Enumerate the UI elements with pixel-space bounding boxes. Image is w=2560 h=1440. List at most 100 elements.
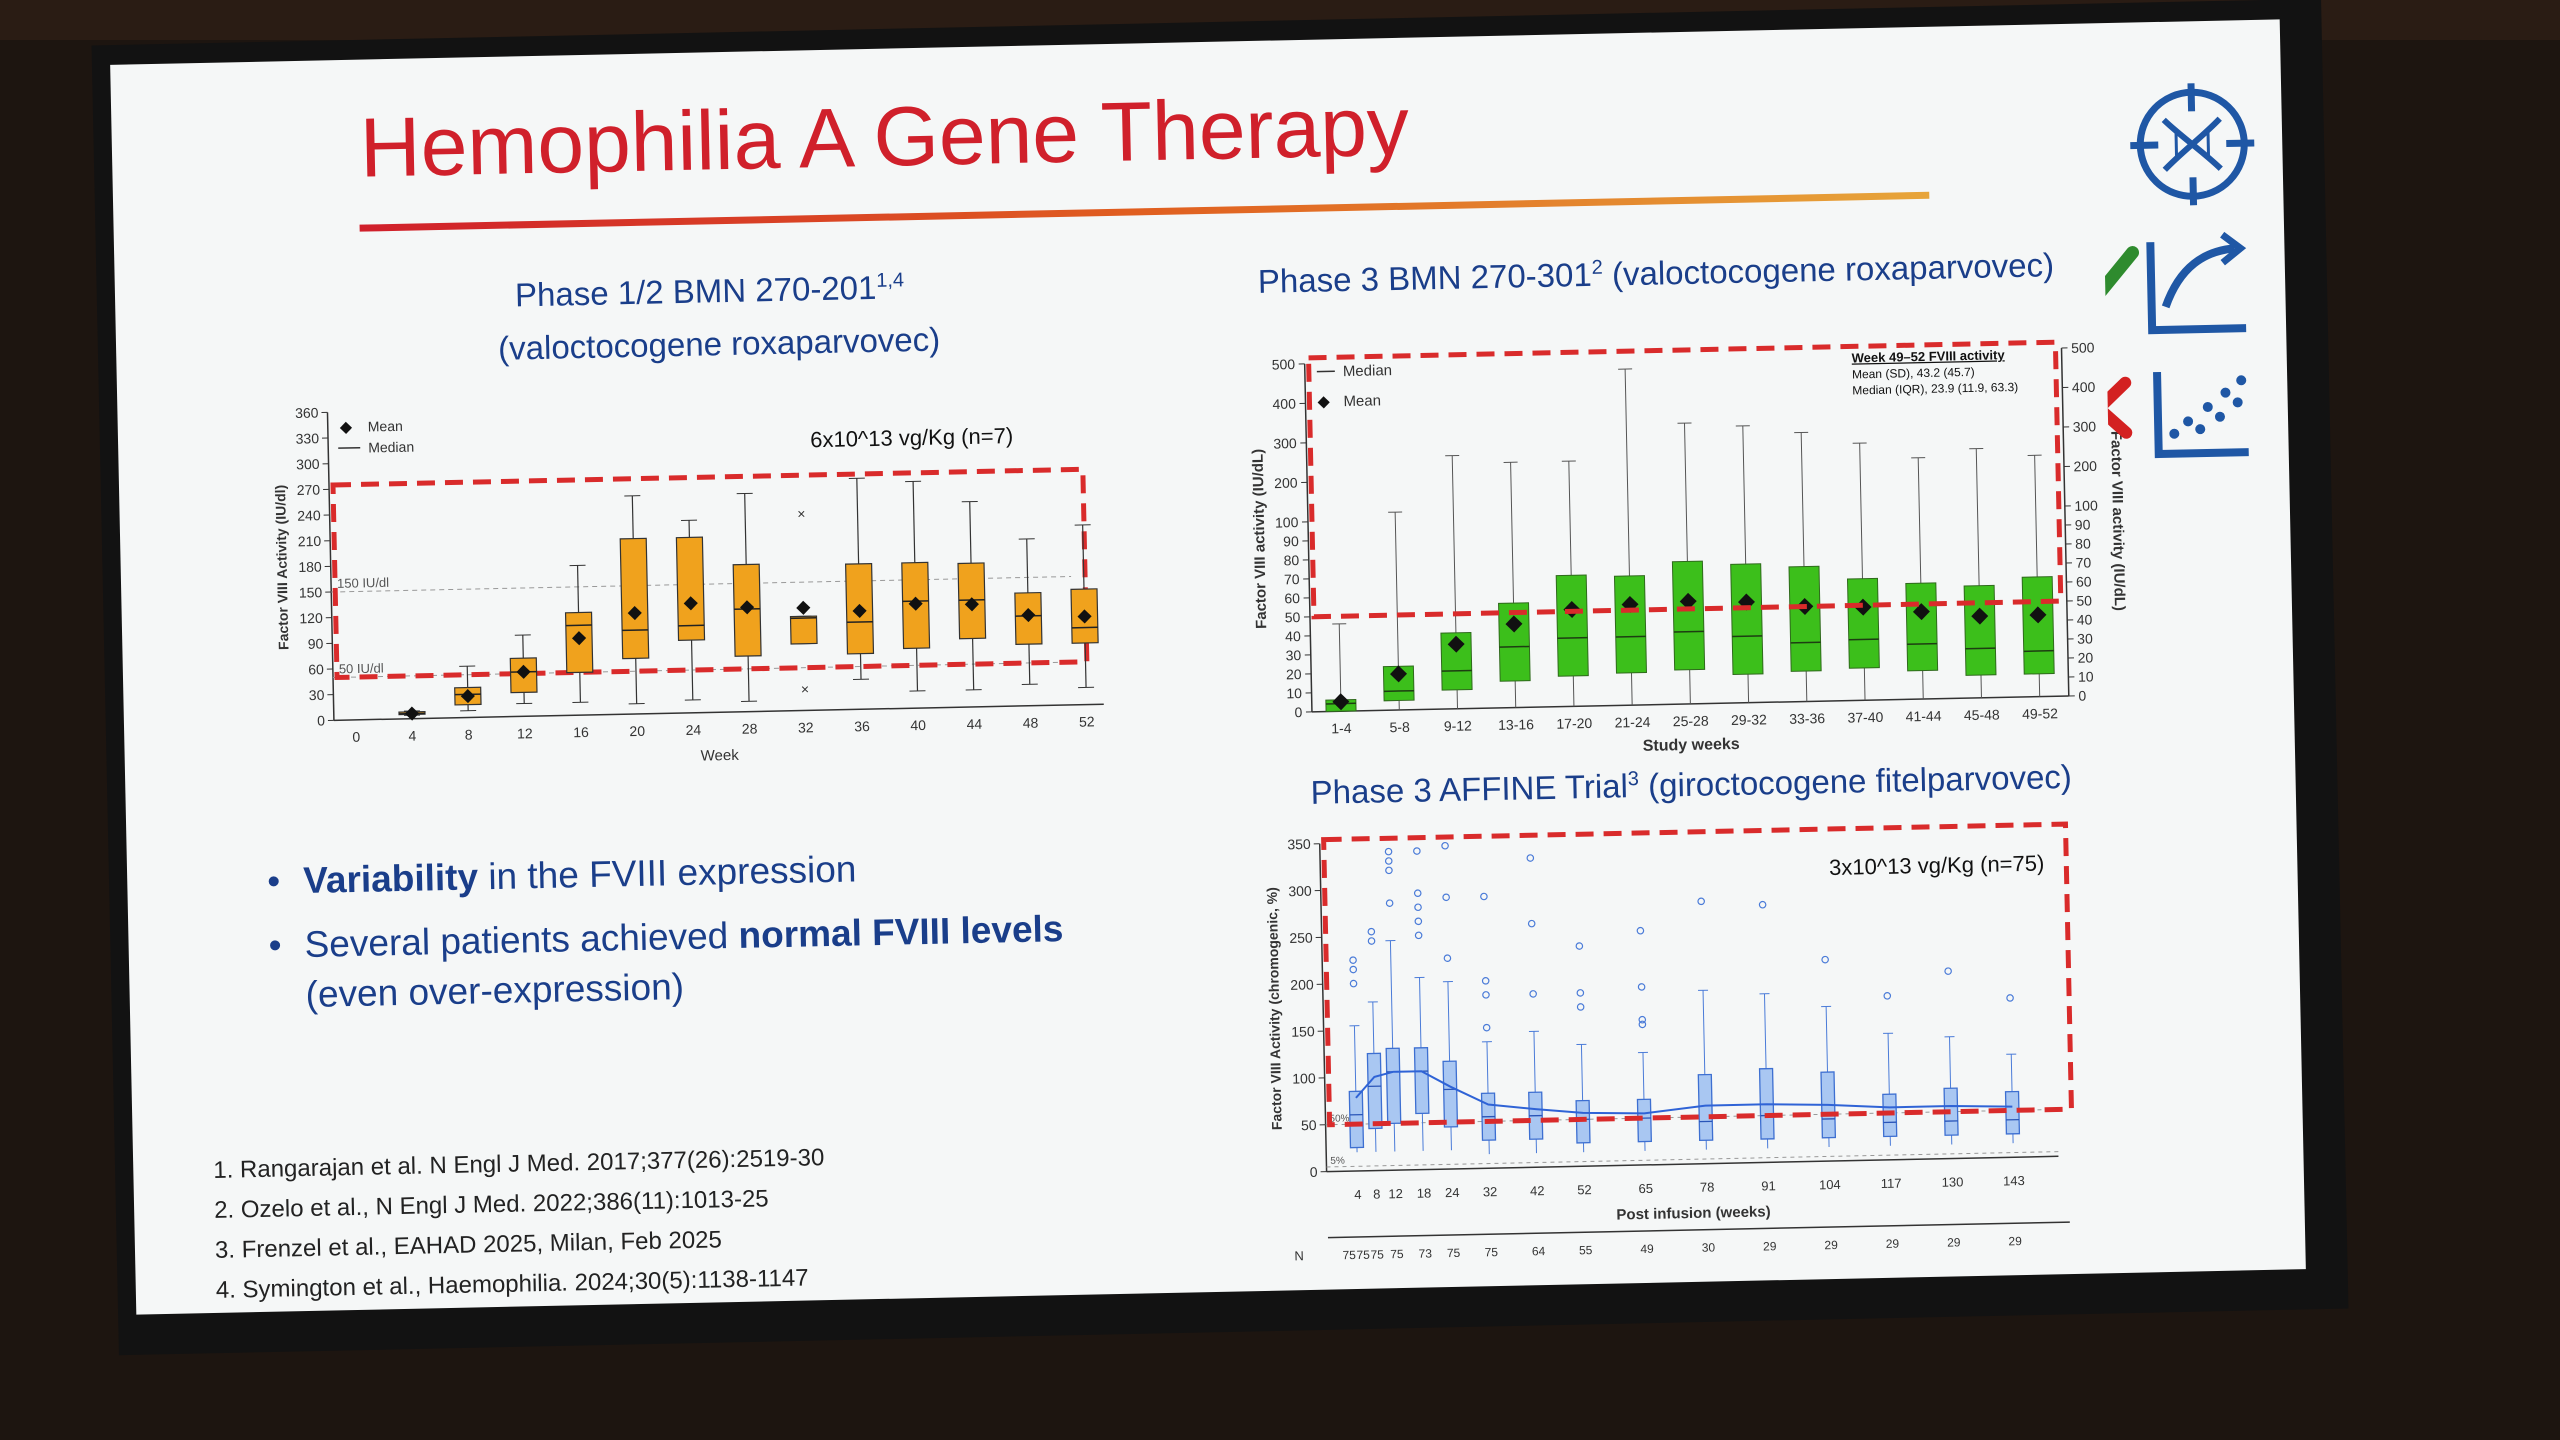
outlier (1944, 967, 1952, 975)
outlier (1638, 1020, 1647, 1029)
y-axis-label: Factor VIII Activity (chromogenic, %) (1264, 887, 1285, 1130)
y-tick-label: 60 (2076, 573, 2092, 589)
x-tick-label: 78 (1700, 1180, 1715, 1195)
outlier: × (801, 681, 810, 697)
box (1440, 631, 1473, 691)
mean-marker (2029, 606, 2047, 624)
box (1555, 574, 1589, 677)
x-tick-label: 9-12 (1444, 717, 1473, 734)
x-tick-label: 44 (966, 716, 982, 732)
stats-median: Median (IQR), 23.9 (11.9, 63.3) (1852, 380, 2018, 397)
median-line (565, 624, 592, 627)
y-tick-label: 80 (2075, 535, 2091, 551)
outlier (1367, 927, 1376, 936)
legend-mean-marker: ◆ (1317, 393, 1330, 410)
x-tick-label: 28 (742, 720, 758, 736)
mean-marker (627, 605, 642, 621)
y-tick-label: 40 (2077, 611, 2093, 627)
mean-marker (1912, 603, 1930, 621)
x-tick-label: 4 (408, 728, 416, 744)
mean-marker (460, 689, 475, 704)
median-line (1673, 630, 1704, 633)
outlier (1414, 931, 1423, 940)
y-tick-label: 20 (1286, 666, 1302, 682)
box (1366, 1052, 1383, 1130)
outlier (1636, 926, 1645, 935)
n-value: 55 (1579, 1243, 1593, 1257)
mean-marker (796, 600, 811, 615)
dose-annotation: 3x10^13 vg/Kg (n=75) (1829, 851, 2045, 881)
x-axis-label: Week (701, 747, 740, 765)
y-tick-label: 10 (1286, 685, 1302, 701)
outlier (1526, 854, 1535, 862)
x-axis-label: Study weeks (1643, 736, 1740, 755)
y-tick-label: 70 (2075, 554, 2091, 570)
x-tick-label: 20 (629, 723, 645, 739)
x-tick-label: 8 (1373, 1187, 1381, 1202)
outlier (1575, 942, 1584, 950)
outlier (1414, 903, 1422, 912)
outlier (1758, 900, 1767, 909)
outlier (1413, 889, 1422, 897)
box (1788, 565, 1822, 672)
y-tick-label: 500 (2071, 339, 2095, 355)
outlier (1821, 955, 1829, 964)
x-tick-label: 4 (1354, 1187, 1362, 1202)
outlier (1883, 992, 1892, 1000)
y-tick-label: 100 (1292, 1070, 1316, 1086)
x-tick-label: 25-28 (1673, 713, 1709, 730)
dna-target-icon (2130, 83, 2255, 206)
box (1442, 1060, 1459, 1128)
n-value: 29 (2008, 1234, 2022, 1248)
median-line (1615, 635, 1646, 638)
scatter-chart-icon (2153, 371, 2249, 459)
right-y-axis (2060, 348, 2070, 696)
box (1413, 1046, 1430, 1115)
y-tick-label: 30 (2077, 630, 2093, 646)
mean-marker (404, 706, 420, 721)
reference-line (1326, 1151, 2059, 1168)
n-value: 75 (1390, 1247, 1404, 1261)
mean-marker (852, 603, 867, 618)
n-value: 29 (1947, 1235, 1961, 1249)
y-tick-label: 70 (1284, 571, 1300, 587)
y-tick-label: 360 (295, 405, 319, 421)
y-tick-label: 210 (298, 533, 322, 549)
n-value: 49 (1640, 1242, 1654, 1256)
median-line (1790, 641, 1821, 644)
median-line (678, 624, 705, 627)
outlier (1413, 847, 1421, 855)
dose-annotation: 6x10^13 vg/Kg (n=7) (810, 423, 1013, 452)
x-tick-label: 40 (910, 717, 926, 733)
x-tick-label: 21-24 (1614, 714, 1650, 731)
y-tick-label: 0 (1294, 704, 1302, 720)
mean-marker (572, 631, 587, 646)
box (1730, 563, 1764, 676)
median-line (2023, 649, 2054, 653)
x-tick-label: 52 (1079, 713, 1095, 729)
x-tick-label: 37-40 (1847, 709, 1883, 726)
x-tick-label: 42 (1530, 1183, 1545, 1198)
title-underline (359, 191, 1930, 232)
outlier (1349, 956, 1357, 964)
y-tick-label: 180 (298, 559, 322, 575)
x-tick-label: 29-32 (1731, 711, 1767, 728)
outlier (1349, 965, 1358, 974)
y-tick-label: 80 (1283, 552, 1299, 568)
outlier (1529, 990, 1537, 998)
x-tick-label: 16 (573, 724, 589, 740)
n-value: 75 (1356, 1248, 1370, 1262)
y-tick-label: 100 (1275, 514, 1299, 530)
x-tick-label: 33-36 (1789, 710, 1825, 727)
chart3-title: Phase 3 AFFINE Trial3 (giroctocogene fit… (1310, 758, 2072, 812)
y-tick-label: 50 (1285, 609, 1301, 625)
chart1-title-text: Phase 1/2 BMN 270-201 (514, 268, 877, 314)
x-tick-label: 8 (465, 726, 473, 742)
outlier (1576, 1003, 1585, 1011)
outlier: × (797, 506, 806, 522)
outlier (1441, 841, 1449, 850)
y-tick-label: 0 (1310, 1164, 1318, 1180)
chart3-title-text: Phase 3 AFFINE Trial (1310, 767, 1629, 811)
mean-marker (740, 600, 755, 615)
stats-mean: Mean (SD), 43.2 (45.7) (1852, 365, 1975, 382)
